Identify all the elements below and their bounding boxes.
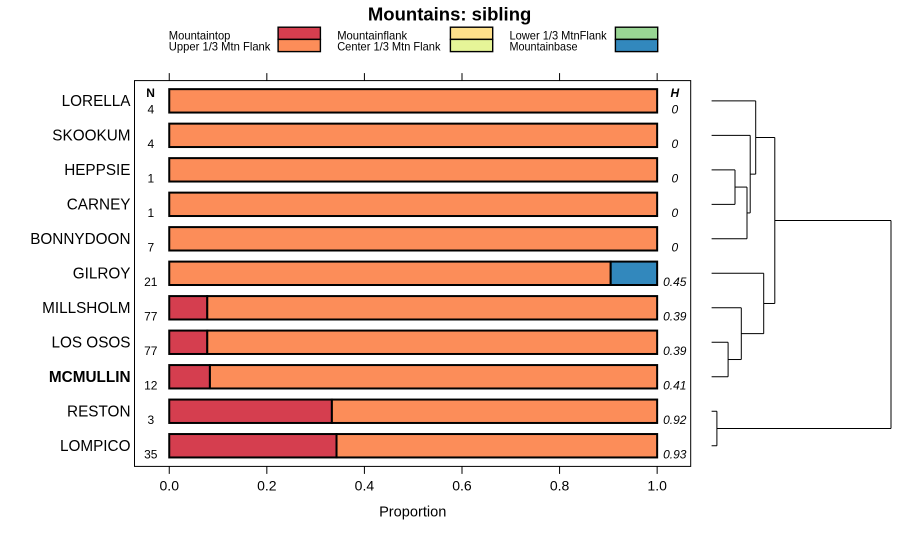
svg-text:Upper 1/3 Mtn Flank: Upper 1/3 Mtn Flank <box>169 39 272 53</box>
svg-text:3: 3 <box>147 413 154 427</box>
svg-text:77: 77 <box>144 310 158 324</box>
svg-text:0.93: 0.93 <box>663 448 687 462</box>
svg-text:0: 0 <box>671 206 678 220</box>
svg-text:0.0: 0.0 <box>160 478 180 494</box>
svg-text:0.39: 0.39 <box>663 344 687 358</box>
svg-text:0.39: 0.39 <box>663 310 687 324</box>
svg-text:Proportion: Proportion <box>379 505 446 521</box>
svg-text:21: 21 <box>144 275 158 289</box>
svg-text:LORELLA: LORELLA <box>62 93 132 110</box>
svg-text:H: H <box>670 86 679 100</box>
svg-text:CARNEY: CARNEY <box>67 197 131 214</box>
svg-text:SKOOKUM: SKOOKUM <box>52 128 130 145</box>
svg-text:0.2: 0.2 <box>257 478 277 494</box>
svg-text:0: 0 <box>671 103 678 117</box>
svg-text:MILLSHOLM: MILLSHOLM <box>42 300 130 317</box>
svg-text:4: 4 <box>147 137 154 151</box>
svg-text:GILROY: GILROY <box>73 266 131 283</box>
svg-text:MCMULLIN: MCMULLIN <box>49 369 131 386</box>
svg-text:1.0: 1.0 <box>647 478 667 494</box>
svg-text:Mountainbase: Mountainbase <box>510 39 578 53</box>
svg-text:0: 0 <box>671 172 678 186</box>
svg-text:1: 1 <box>147 206 154 220</box>
svg-text:0.6: 0.6 <box>452 478 472 494</box>
svg-text:LOMPICO: LOMPICO <box>60 438 131 455</box>
svg-text:4: 4 <box>147 103 154 117</box>
svg-text:7: 7 <box>147 241 154 255</box>
svg-text:N: N <box>146 86 155 100</box>
svg-text:0.4: 0.4 <box>355 478 375 494</box>
svg-text:0.92: 0.92 <box>663 413 687 427</box>
svg-text:77: 77 <box>144 344 158 358</box>
svg-text:Lower 1/3 MtnFlank: Lower 1/3 MtnFlank <box>510 28 608 42</box>
svg-text:0.41: 0.41 <box>663 379 686 393</box>
svg-text:0.8: 0.8 <box>550 478 570 494</box>
svg-text:0.45: 0.45 <box>663 275 687 289</box>
svg-text:BONNYDOON: BONNYDOON <box>30 231 130 248</box>
svg-text:RESTON: RESTON <box>67 403 130 420</box>
svg-text:35: 35 <box>144 448 158 462</box>
svg-text:12: 12 <box>144 379 158 393</box>
svg-text:Mountainflank: Mountainflank <box>337 28 408 42</box>
svg-text:LOS OSOS: LOS OSOS <box>51 334 130 351</box>
svg-text:Center 1/3 Mtn Flank: Center 1/3 Mtn Flank <box>337 39 441 53</box>
svg-text:HEPPSIE: HEPPSIE <box>64 162 130 179</box>
svg-text:0: 0 <box>671 241 678 255</box>
svg-text:Mountaintop: Mountaintop <box>169 28 231 42</box>
svg-text:Mountains: sibling: Mountains: sibling <box>368 3 531 24</box>
svg-text:1: 1 <box>147 172 154 186</box>
svg-text:0: 0 <box>671 137 678 151</box>
